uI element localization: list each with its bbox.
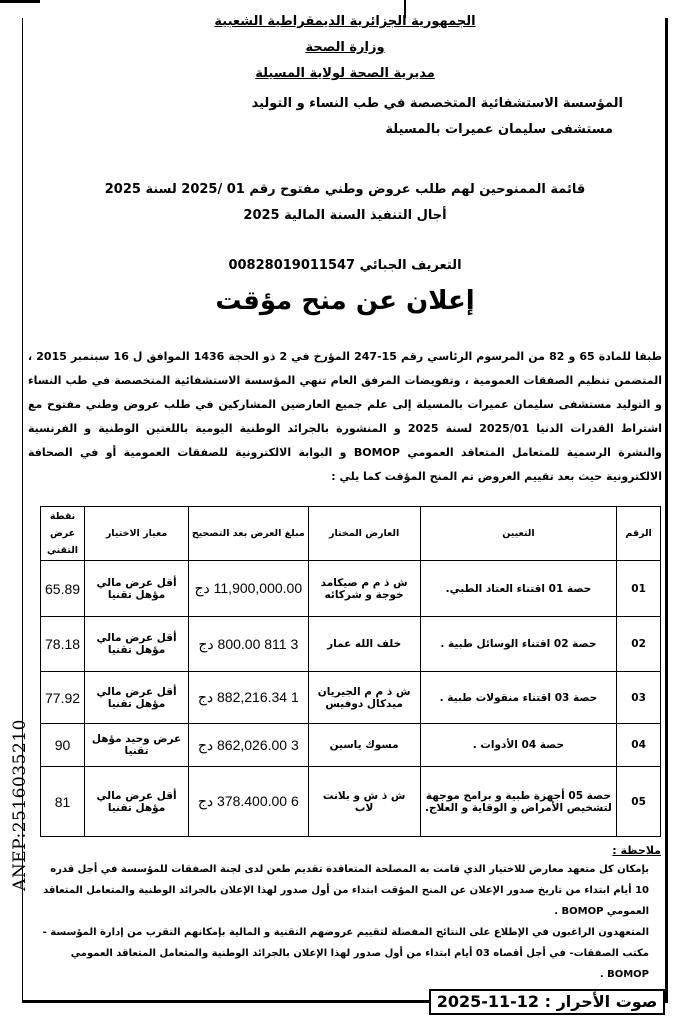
table-row: 03 حصة 03 اقتناء منقولات طبية .ش ذ م م ال… — [39, 671, 661, 724]
tax-id: التعريف الجبائي 00828019011547 — [228, 258, 462, 273]
newspaper-date-stamp: صوت الأحرار : 12-11-2025 — [429, 989, 665, 1015]
cell-amount: 3 811 800.00 دج — [188, 616, 309, 672]
hospital-name: مستشفى سليمان عميرات بالمسيلة — [385, 122, 613, 137]
list-title: قائمة الممنوحين لهم طلب عروض وطني مفتوح … — [104, 182, 586, 197]
award-table: الرقم التعيين العارض المختار مبلغ العرض … — [39, 506, 661, 837]
col-amount: مبلغ العرض بعد التصحيح — [188, 506, 309, 561]
cell-designation: حصة 02 اقتناء الوسائل طبية . — [419, 616, 618, 672]
body-paragraph: طبقا للمادة 65 و 82 من المرسوم الرئاسي ر… — [28, 350, 662, 483]
col-bidder: العارض المختار — [307, 506, 421, 561]
cell-criterion: أقل عرض مالي مؤهل تقنيا — [84, 560, 189, 617]
deadline-title: أجال التنفيذ السنة المالية 2025 — [243, 208, 447, 223]
republic-heading: الجمهورية الجزائرية الديمقراطية الشعبية — [214, 14, 476, 29]
main-title: إعلان عن منح مؤقت — [215, 286, 475, 316]
cell-amount: 11,900,000.00 دج — [188, 560, 309, 617]
cell-bidder: ش ذ م م صيكامد خوجة و شركائه — [307, 560, 421, 617]
col-tech-score: نقطة عرض التقني — [39, 506, 86, 561]
column-rule — [404, 0, 406, 18]
footer-row: صوت الأحرار : 12-11-2025 — [40, 989, 665, 1015]
cell-criterion: أقل عرض مالي مؤهل تقنيا — [84, 671, 189, 724]
cell-number: 05 — [616, 766, 661, 837]
cell-score: 81 — [39, 766, 86, 837]
notes-paragraph-2: المتعهدون الراغبون في الإطلاع على النتائ… — [42, 927, 649, 980]
cell-number: 02 — [616, 616, 661, 672]
institution-name: المؤسسة الاستشفائية المتخصصة في طب النسا… — [251, 96, 623, 111]
ministry-heading: وزارة الصحة — [305, 40, 385, 55]
cell-number: 04 — [616, 723, 661, 767]
table-and-notes: الرقم التعيين العارض المختار مبلغ العرض … — [39, 506, 665, 1015]
cell-amount: 1 882,216.34 دج — [188, 671, 309, 724]
table-row: 05 حصة 05 أجهزة طبية و برامج موجهة لتشخيص… — [39, 766, 661, 837]
cell-bidder: مسوك ياسين — [307, 723, 421, 767]
notice-frame — [22, 18, 668, 1003]
cell-score: 90 — [39, 723, 86, 767]
notes-paragraph-1: بإمكان كل متعهد معارض للاختيار الذي قامت… — [43, 864, 649, 917]
cell-amount: 6 378.400.00 دج — [188, 766, 309, 837]
col-number: الرقم — [616, 506, 661, 561]
cell-amount: 3 862,026.00 دج — [188, 723, 309, 767]
cell-bidder: خلف الله عمار — [307, 616, 421, 672]
cell-score: 78.18 — [39, 616, 86, 672]
cell-score: 65.89 — [39, 560, 86, 617]
table-row: 02 حصة 02 اقتناء الوسائل طبية . خلف الله ع… — [39, 616, 661, 672]
col-criterion: معيار الاختيار — [84, 506, 189, 561]
col-designation: التعيين — [419, 506, 618, 561]
cell-number: 03 — [616, 671, 661, 724]
directorate-heading: مديرية الصحة لولاية المسيلة — [255, 66, 435, 81]
table-row: 04 حصة 04 الأدوات . مسوك ياسين 3 862,026.00… — [39, 723, 661, 767]
cell-bidder: ش ذ ش و بلانت لاب — [307, 766, 421, 837]
top-rule — [0, 0, 40, 3]
cell-bidder: ش ذ م م الجيريان ميدكال دوفيس — [307, 671, 421, 724]
cell-score: 77.92 — [39, 671, 86, 724]
cell-designation: حصة 04 الأدوات . — [419, 723, 618, 767]
cell-number: 01 — [616, 560, 661, 617]
notes-title: ملاحظة : — [612, 844, 661, 857]
cell-designation: حصة 05 أجهزة طبية و برامج موجهة لتشخيص ا… — [419, 766, 618, 837]
cell-criterion: أقل عرض مالي مؤهل تقنيا — [84, 766, 189, 837]
cell-criterion: أقل عرض مالي مؤهل تقنيا — [84, 616, 189, 672]
table-header-row: الرقم التعيين العارض المختار مبلغ العرض … — [39, 506, 661, 561]
table-row: 01 حصة 01 اقتناء العتاد الطبي. ش ذ م م صيك… — [39, 560, 661, 617]
cell-criterion: عرض وحيد مؤهل تقنيا — [84, 723, 189, 767]
cell-designation: حصة 03 اقتناء منقولات طبية . — [419, 671, 618, 724]
cell-designation: حصة 01 اقتناء العتاد الطبي. — [419, 560, 618, 617]
anep-code: ANEP:2516035210 — [10, 719, 30, 891]
